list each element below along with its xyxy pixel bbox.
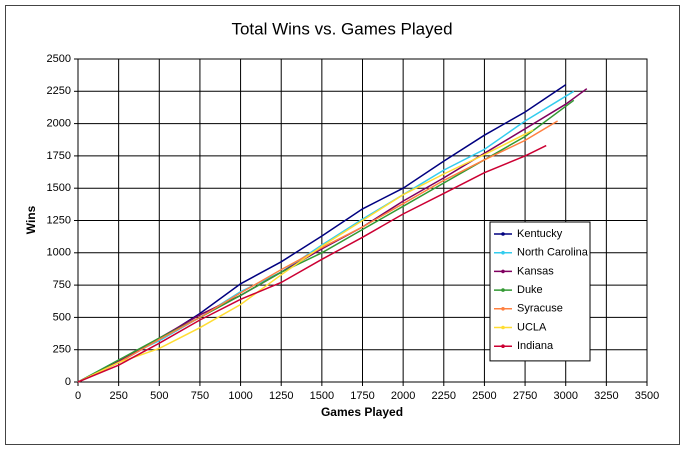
legend-label: UCLA — [517, 321, 547, 333]
legend-box — [489, 221, 591, 362]
y-tick-label: 750 — [53, 279, 71, 291]
y-tick-label: 2500 — [47, 53, 71, 65]
series-line — [77, 129, 534, 383]
legend-label: North Carolina — [517, 247, 589, 259]
x-tick-label: 1500 — [310, 390, 334, 402]
y-tick-label: 1500 — [47, 182, 71, 194]
y-tick-label: 1750 — [47, 150, 71, 162]
chart-title: Total Wins vs. Games Played — [231, 19, 452, 38]
x-tick-label: 2500 — [472, 390, 496, 402]
legend-label: Duke — [517, 284, 543, 296]
y-tick-label: 1000 — [47, 247, 71, 259]
series-line — [77, 120, 558, 383]
x-tick-label: 3250 — [594, 390, 618, 402]
y-tick-label: 2250 — [47, 85, 71, 97]
legend-marker — [501, 344, 505, 349]
x-tick-label: 1750 — [350, 390, 374, 402]
plot-area — [77, 58, 648, 383]
x-tick-label: 2750 — [513, 390, 537, 402]
series-line — [77, 144, 547, 383]
legend-marker — [501, 232, 505, 236]
y-tick-label: 500 — [53, 311, 71, 323]
plot-lines — [77, 84, 588, 383]
x-tick-label: 2250 — [432, 390, 456, 402]
x-tick-label: 3000 — [553, 390, 577, 402]
legend-marker — [501, 307, 505, 311]
x-tick-label: 3500 — [635, 390, 659, 402]
x-tick-label: 0 — [75, 390, 81, 402]
x-tick-label: 250 — [109, 390, 127, 402]
legend: Kentucky North Carolina Kansas Duke Syracuse… — [489, 221, 591, 362]
legend-marker — [501, 250, 505, 255]
x-tick-label: 750 — [191, 390, 209, 402]
x-tick-label: 500 — [150, 390, 168, 402]
legend-marker — [501, 288, 505, 292]
y-tick-label: 0 — [65, 376, 71, 388]
y-tick-label: 2000 — [47, 118, 71, 130]
legend-label: Kansas — [517, 265, 554, 277]
y-tick-label: 1250 — [47, 214, 71, 226]
x-tick-label: 1250 — [269, 390, 293, 402]
x-axis-title: Games Played — [321, 405, 403, 419]
x-tick-label: 1000 — [228, 390, 252, 402]
y-tick-label: 250 — [53, 344, 71, 356]
series-line — [77, 90, 575, 383]
legend-label: Indiana — [517, 340, 554, 352]
x-tick-label: 2000 — [391, 390, 415, 402]
legend-label: Syracuse — [517, 303, 563, 315]
y-axis-title: Wins — [24, 205, 38, 234]
legend-marker — [501, 325, 505, 330]
legend-label: Kentucky — [517, 228, 563, 240]
legend-marker — [501, 269, 505, 274]
